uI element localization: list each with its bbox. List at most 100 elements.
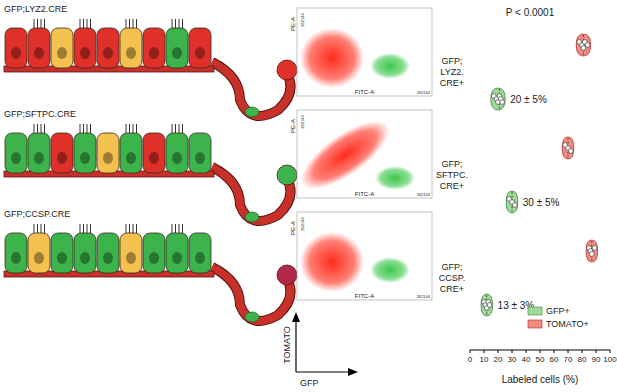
nucleus (195, 47, 205, 59)
nucleus (80, 252, 90, 264)
cilium (34, 224, 35, 233)
cilium (129, 19, 130, 28)
gfp-cloud (370, 257, 410, 283)
cilium (172, 224, 173, 233)
cell (120, 28, 142, 68)
cilium (133, 124, 134, 133)
nucleus (195, 152, 205, 164)
nucleus (149, 47, 159, 59)
data-point (585, 43, 590, 48)
arrow (296, 371, 352, 372)
x-tick-label: 90 (592, 355, 601, 364)
x-tick (484, 350, 485, 353)
data-point (581, 46, 586, 51)
cell (51, 28, 73, 68)
flow-tick: 262144 (417, 294, 431, 299)
nucleus (126, 152, 136, 164)
cell (97, 133, 119, 173)
cell (74, 28, 96, 68)
tomato-cloud (300, 232, 364, 292)
cilium (90, 224, 91, 233)
cilium (133, 19, 134, 28)
gfp-cloud (375, 166, 415, 190)
blood-cell (277, 165, 297, 185)
nucleus (11, 47, 21, 59)
nucleus (149, 152, 159, 164)
cilium (41, 224, 42, 233)
x-tick (540, 350, 541, 353)
nucleus (34, 152, 44, 164)
cilium (179, 124, 180, 133)
violin (491, 88, 505, 110)
x-tick-label: 60 (550, 355, 559, 364)
category-line: GFP; (441, 262, 462, 272)
cilium (41, 19, 42, 28)
row-label: GFP;LYZ2.CRE (4, 4, 67, 14)
vessel-cell (245, 312, 259, 322)
cilium (34, 124, 35, 133)
flow-y-label: PE-A (290, 221, 296, 235)
arrowhead (348, 368, 358, 376)
nucleus (57, 152, 67, 164)
cilium (175, 19, 176, 28)
arrow (295, 318, 296, 372)
plot-area (481, 34, 598, 316)
x-tick-label: 40 (522, 355, 531, 364)
cell (28, 28, 50, 68)
cell (143, 233, 165, 273)
cell (28, 133, 50, 173)
category-line: CRE+ (440, 181, 464, 191)
annotation: 30 ± 5% (523, 197, 560, 208)
annotation: 20 ± 5% (510, 94, 547, 105)
legend-swatch (528, 307, 542, 315)
cell (189, 233, 211, 273)
blood-cell (277, 60, 297, 80)
cilium (179, 19, 180, 28)
legend-swatch (528, 320, 542, 328)
cilium (37, 124, 38, 133)
vessel-cell (245, 212, 259, 222)
cilium (83, 19, 84, 28)
cilium (126, 19, 127, 28)
category-line: LYZ2. (440, 67, 463, 77)
cilium (87, 124, 88, 133)
category-line: SFTPC. (436, 170, 468, 180)
cilium (37, 224, 38, 233)
x-tick (498, 350, 499, 353)
nucleus (149, 252, 159, 264)
nucleus (80, 47, 90, 59)
nucleus (126, 252, 136, 264)
violin (586, 240, 598, 262)
category-label: GFP;LYZ2.CRE+ (440, 56, 464, 88)
nucleus (172, 152, 182, 164)
x-tick (582, 350, 583, 353)
data-point (487, 303, 492, 308)
cell (97, 28, 119, 68)
flow-tick: 262144 (417, 192, 431, 197)
cilium (129, 224, 130, 233)
vessel-cell (245, 107, 259, 117)
cilium (182, 124, 183, 133)
cell (74, 133, 96, 173)
nucleus (11, 252, 21, 264)
data-point (500, 100, 505, 105)
data-point (568, 149, 573, 154)
cilium (37, 19, 38, 28)
x-tick (470, 350, 471, 353)
x-tick (554, 350, 555, 353)
x-tick-label: 20 (494, 355, 503, 364)
category-line: CCSP. (439, 273, 465, 283)
violin (481, 294, 493, 316)
cell (120, 233, 142, 273)
flow-frame (297, 212, 432, 300)
arrowhead (292, 312, 300, 322)
nucleus (57, 47, 67, 59)
cell (143, 133, 165, 173)
cell (5, 133, 27, 173)
nucleus (172, 252, 182, 264)
axis-title: TOMATO (282, 326, 292, 364)
cilium (87, 19, 88, 28)
blood-cell (277, 265, 297, 285)
flow-x-label: FITC-A (355, 293, 374, 299)
cilium (44, 19, 45, 28)
